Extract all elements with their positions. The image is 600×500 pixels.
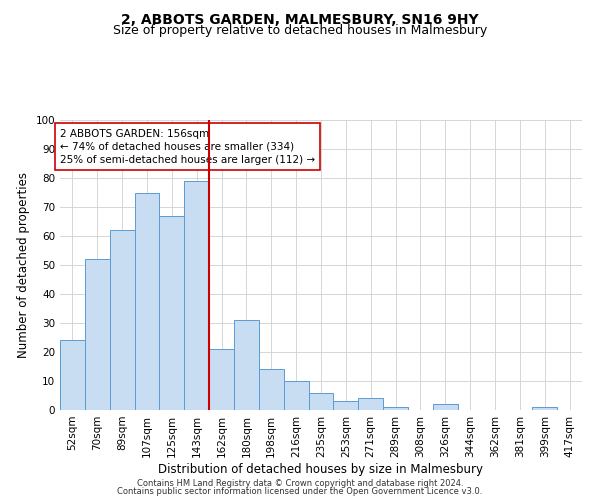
Bar xyxy=(134,192,160,410)
X-axis label: Distribution of detached houses by size in Malmesbury: Distribution of detached houses by size … xyxy=(158,462,484,475)
Bar xyxy=(433,404,458,410)
Bar xyxy=(532,407,557,410)
Bar xyxy=(308,392,334,410)
Bar xyxy=(234,320,259,410)
Bar xyxy=(110,230,134,410)
Bar xyxy=(184,181,209,410)
Bar xyxy=(60,340,85,410)
Bar xyxy=(160,216,184,410)
Text: Contains HM Land Registry data © Crown copyright and database right 2024.: Contains HM Land Registry data © Crown c… xyxy=(137,478,463,488)
Bar xyxy=(334,402,358,410)
Y-axis label: Number of detached properties: Number of detached properties xyxy=(17,172,30,358)
Bar xyxy=(383,407,408,410)
Text: 2 ABBOTS GARDEN: 156sqm
← 74% of detached houses are smaller (334)
25% of semi-d: 2 ABBOTS GARDEN: 156sqm ← 74% of detache… xyxy=(60,128,315,165)
Bar xyxy=(358,398,383,410)
Text: Contains public sector information licensed under the Open Government Licence v3: Contains public sector information licen… xyxy=(118,487,482,496)
Text: Size of property relative to detached houses in Malmesbury: Size of property relative to detached ho… xyxy=(113,24,487,37)
Text: 2, ABBOTS GARDEN, MALMESBURY, SN16 9HY: 2, ABBOTS GARDEN, MALMESBURY, SN16 9HY xyxy=(121,12,479,26)
Bar xyxy=(284,381,308,410)
Bar xyxy=(209,349,234,410)
Bar xyxy=(85,259,110,410)
Bar xyxy=(259,370,284,410)
